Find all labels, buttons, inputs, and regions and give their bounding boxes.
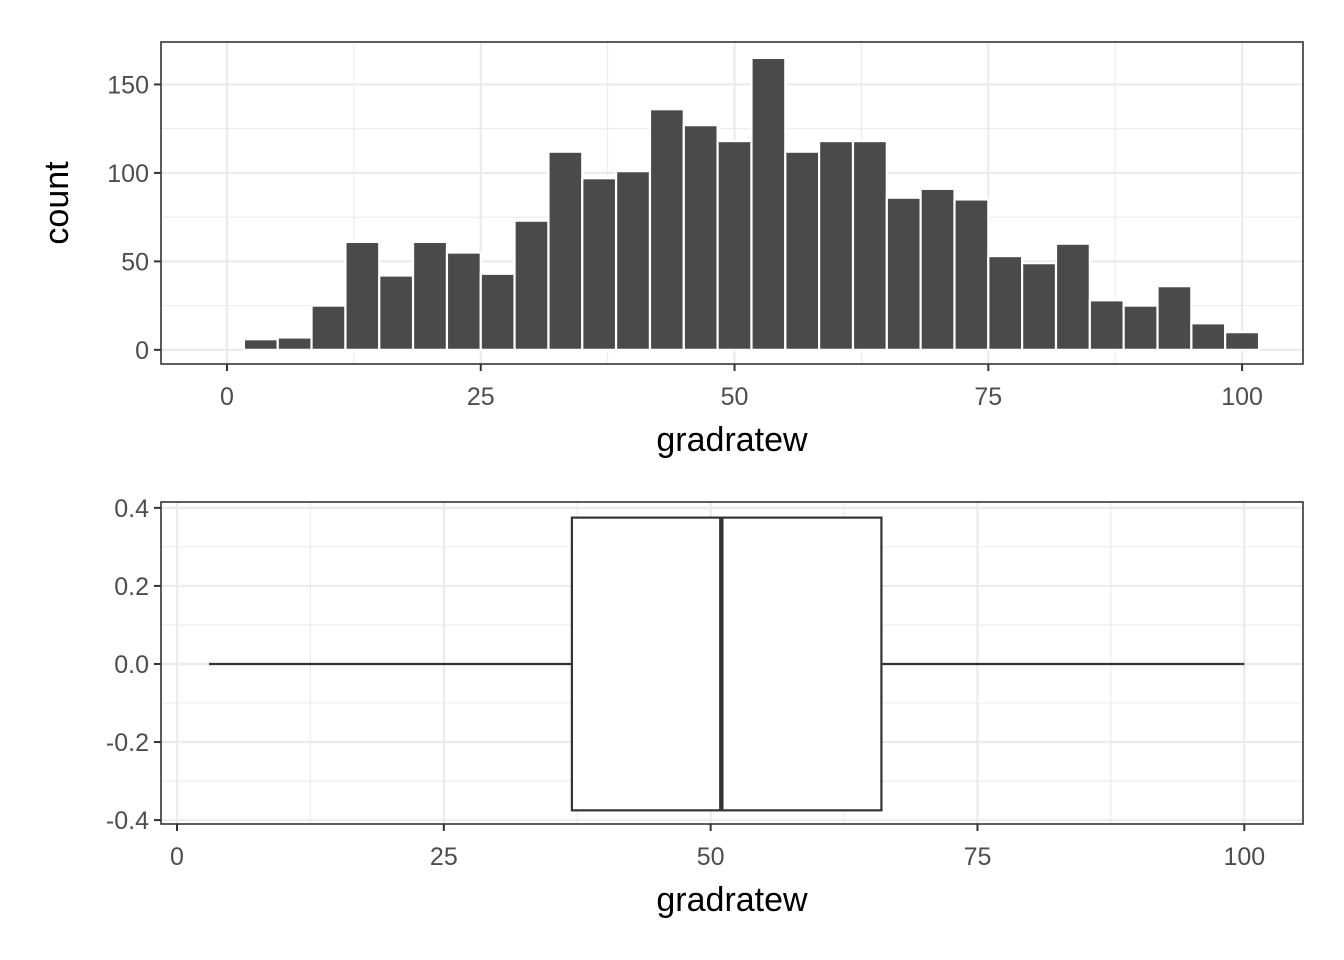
histogram-bar xyxy=(648,108,685,351)
histogram-axis-ticks: 0 25 50 75 100 0 50 100 150 xyxy=(107,71,1263,411)
histogram-bar xyxy=(1224,331,1261,351)
histogram-bar xyxy=(1054,242,1091,351)
histogram-y-tick-label: 100 xyxy=(107,160,149,188)
boxplot-y-tick-label: 0.0 xyxy=(114,651,149,679)
histogram-bar xyxy=(1156,285,1193,351)
histogram-y-tick-label: 150 xyxy=(107,71,149,99)
histogram-bar xyxy=(682,124,719,351)
histogram-bar xyxy=(851,139,888,351)
histogram-bar xyxy=(817,139,855,351)
histogram-bar xyxy=(344,240,381,351)
histogram-bar xyxy=(919,187,956,351)
histogram-x-tick-label: 50 xyxy=(721,383,749,411)
histogram-x-tick-label: 75 xyxy=(974,383,1002,411)
boxplot-x-axis-title: gradratew xyxy=(656,881,808,919)
boxplot-box xyxy=(570,516,883,812)
histogram-bar xyxy=(547,150,584,351)
histogram-bar xyxy=(614,170,652,351)
histogram-bar xyxy=(479,272,516,351)
histogram-bar xyxy=(445,251,482,351)
boxplot-panel: 0 25 50 75 100 -0.4 -0.2 0.0 0.2 0.4 gradratew xyxy=(106,495,1304,919)
histogram-bar xyxy=(1021,262,1058,351)
histogram-y-tick-label: 0 xyxy=(135,337,149,365)
histogram-bar xyxy=(784,150,821,351)
boxplot-x-tick-label: 100 xyxy=(1223,843,1265,871)
histogram-bar xyxy=(953,198,990,351)
histogram-bar xyxy=(310,304,347,351)
histogram-bar xyxy=(276,336,313,351)
histogram-bar xyxy=(716,139,753,351)
histogram-x-tick-label: 100 xyxy=(1221,383,1263,411)
boxplot-y-tick-label: -0.2 xyxy=(106,729,149,757)
boxplot-x-tick-label: 75 xyxy=(964,843,992,871)
boxplot-x-tick-label: 50 xyxy=(697,843,725,871)
histogram-bar xyxy=(411,240,449,351)
histogram-bar xyxy=(513,219,550,351)
boxplot-y-tick-label: 0.2 xyxy=(114,573,149,601)
histogram-bar xyxy=(1190,322,1227,351)
histogram-bar xyxy=(987,254,1024,351)
histogram-x-tick-label: 25 xyxy=(467,383,495,411)
histogram-y-axis-title: count xyxy=(38,161,76,245)
histogram-panel: 0 25 50 75 100 0 50 100 150 gradratew count xyxy=(38,41,1304,459)
histogram-bar xyxy=(242,338,279,351)
histogram-bar xyxy=(885,196,922,351)
histogram-bar xyxy=(750,56,787,351)
histogram-bar xyxy=(581,177,618,351)
boxplot-y-tick-label: 0.4 xyxy=(114,495,149,523)
boxplot-y-tick-label: -0.4 xyxy=(106,807,149,835)
histogram-bar xyxy=(1088,299,1125,351)
boxplot-x-tick-label: 25 xyxy=(430,843,458,871)
histogram-y-tick-label: 50 xyxy=(121,248,149,276)
histogram-x-tick-label: 0 xyxy=(220,383,234,411)
histogram-panel-border xyxy=(160,41,1304,365)
boxplot-x-tick-label: 0 xyxy=(170,843,184,871)
histogram-bars xyxy=(242,56,1261,351)
boxplot-axis-ticks: 0 25 50 75 100 -0.4 -0.2 0.0 0.2 0.4 xyxy=(106,495,1265,871)
boxplot-marks xyxy=(209,516,1245,812)
histogram-x-axis-title: gradratew xyxy=(656,421,808,459)
histogram-bar xyxy=(378,274,415,351)
histogram-bar xyxy=(1122,304,1159,351)
